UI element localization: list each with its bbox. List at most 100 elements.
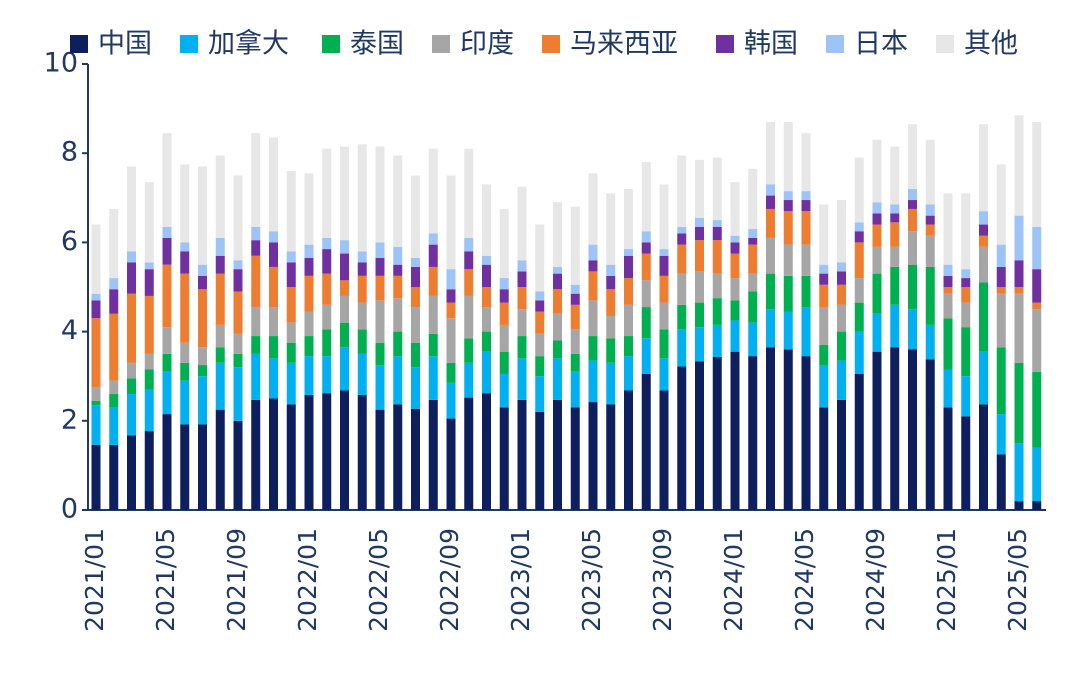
bar-segment	[91, 318, 101, 388]
bar-segment	[624, 304, 633, 337]
bar-segment	[553, 266, 562, 274]
bar-segment	[624, 249, 633, 256]
bar-segment	[748, 322, 758, 357]
bar-segment	[570, 284, 580, 294]
bar-segment	[943, 293, 953, 319]
bar-segment	[162, 226, 172, 238]
bar-segment	[712, 273, 722, 299]
bar-segment	[304, 336, 314, 357]
bar-segment	[127, 435, 136, 510]
bar-segment	[304, 244, 314, 259]
bar-segment	[890, 266, 900, 305]
bar-segment	[269, 358, 278, 399]
bar-segment	[322, 237, 332, 250]
bar-segment	[144, 431, 154, 510]
bar-segment	[695, 327, 704, 362]
bar-segment	[996, 347, 1006, 415]
bar-segment	[340, 240, 349, 254]
bar-segment	[411, 342, 420, 368]
bar-segment	[979, 351, 988, 405]
bar-segment	[996, 293, 1006, 348]
bar-segment	[659, 275, 669, 303]
bar-segment	[872, 224, 882, 247]
bar-segment	[908, 264, 917, 310]
bar-segment	[127, 378, 136, 395]
legend-swatch	[180, 35, 198, 53]
bar-segment	[854, 373, 864, 510]
bar-segment	[393, 155, 403, 247]
bar-segment	[677, 329, 687, 367]
bar-segment	[91, 293, 101, 301]
legend-swatch	[542, 35, 560, 53]
bar-segment	[215, 347, 225, 363]
bar-segment	[180, 242, 190, 252]
bar-segment	[322, 148, 332, 238]
bar-segment	[1032, 447, 1042, 502]
bar-segment	[925, 139, 935, 205]
bar-segment	[1032, 501, 1042, 510]
bar-segment	[819, 344, 829, 366]
bar-segment	[979, 124, 988, 212]
x-tick-label: 2025/05	[1003, 528, 1032, 632]
bar-segment	[428, 266, 438, 296]
bar-segment	[322, 393, 332, 510]
bar-segment	[837, 262, 846, 272]
bar-segment	[730, 300, 740, 321]
bar-segment	[215, 255, 225, 274]
bar-segment	[322, 304, 332, 330]
bar-segment	[393, 356, 403, 405]
bar-segment	[393, 404, 403, 510]
bar-segment	[996, 414, 1006, 455]
bar-segment	[517, 287, 527, 310]
bar-segment	[1032, 302, 1042, 310]
legend-label: 马来西亚	[570, 29, 678, 60]
bar-segment	[854, 231, 864, 243]
x-tick-label: 2025/01	[932, 528, 961, 632]
bar-segment	[499, 407, 509, 510]
bar-segment	[446, 362, 456, 383]
bar-segment	[393, 264, 403, 276]
bar-segment	[428, 244, 438, 267]
bar-segment	[1032, 226, 1042, 270]
bar-segment	[180, 424, 190, 510]
bar-segment	[428, 233, 438, 245]
bar-segment	[766, 184, 775, 196]
bar-segment	[269, 242, 278, 267]
bar-segment	[482, 264, 491, 287]
bar-segment	[428, 295, 438, 334]
bar-segment	[748, 168, 758, 230]
bar-segment	[854, 222, 864, 232]
bar-segment	[375, 258, 385, 276]
bar-segment	[996, 244, 1006, 267]
bar-segment	[1014, 260, 1024, 287]
bar-segment	[996, 454, 1006, 510]
bar-segment	[109, 289, 119, 314]
bar-segment	[606, 362, 616, 405]
bar-segment	[215, 362, 225, 410]
bar-segment	[659, 255, 669, 276]
bar-segment	[375, 242, 385, 259]
bar-segment	[908, 200, 917, 209]
bar-segment	[91, 387, 101, 401]
bar-segment	[162, 414, 172, 510]
bar-segment	[712, 226, 722, 241]
bar-segment	[162, 371, 172, 415]
bar-segment	[233, 269, 243, 292]
bar-segment	[943, 318, 953, 370]
bar-segment	[91, 224, 101, 294]
bar-segment	[1014, 215, 1024, 261]
bar-segment	[872, 351, 882, 510]
bar-segment	[872, 139, 882, 203]
bar-segment	[393, 298, 403, 332]
bar-segment	[286, 322, 296, 343]
bar-segment	[783, 191, 793, 201]
bar-segment	[766, 237, 775, 274]
bar-segment	[535, 300, 545, 312]
bar-segment	[411, 266, 420, 287]
bar-segment	[996, 287, 1006, 294]
bar-segment	[428, 399, 438, 510]
bar-segment	[872, 202, 882, 214]
bar-segment	[872, 246, 882, 274]
bar-segment	[641, 307, 651, 339]
bar-segment	[695, 226, 704, 241]
